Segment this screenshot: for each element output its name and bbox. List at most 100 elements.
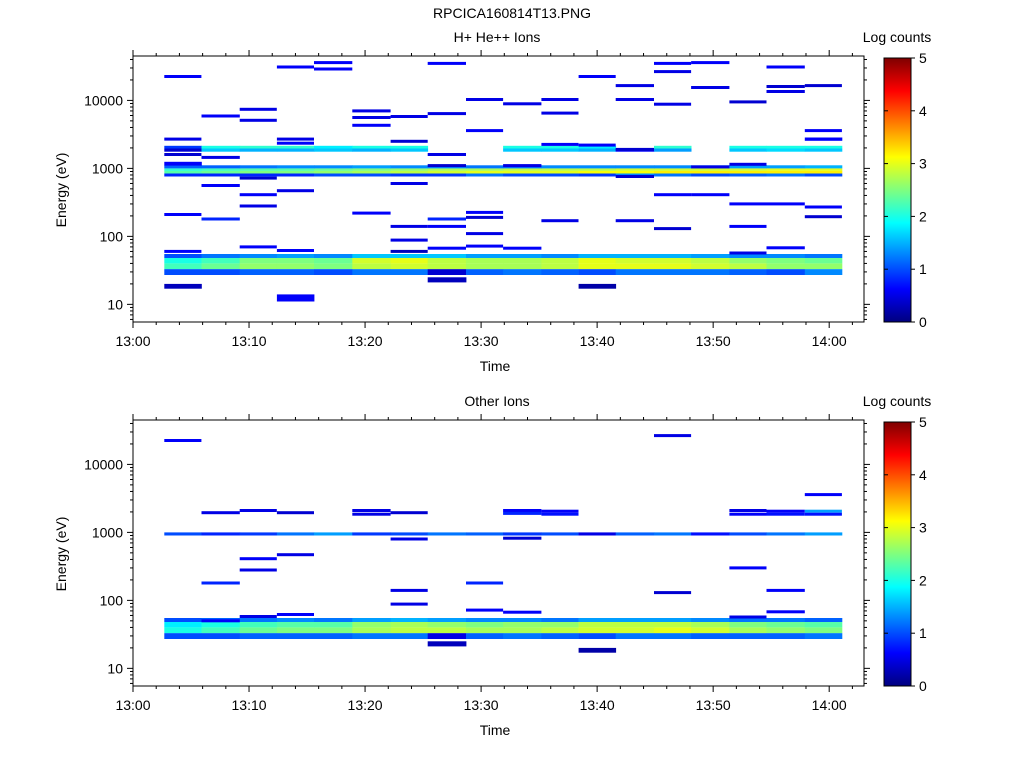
heatmap-cell [239,148,278,152]
heatmap-line [427,112,466,116]
heatmap-line [654,70,692,74]
heatmap-cell [314,627,353,634]
heatmap-line [390,588,428,592]
heatmap-cell [239,170,278,174]
heatmap-cell [578,168,617,171]
heatmap-cell [352,148,391,152]
heatmap-cell [466,254,504,258]
heatmap-cell [654,532,692,536]
y-tick-label: 10000 [84,92,123,108]
heatmap-cell [314,173,353,177]
heatmap-line [578,75,616,78]
y-tick-label: 10000 [84,456,123,472]
y-tick-label: 10 [107,296,123,312]
heatmap-cell [352,618,391,622]
heatmap-cell [766,258,806,264]
heatmap-cell [466,170,504,174]
colorbar-tick-label: 2 [919,572,927,588]
heatmap-line [164,439,202,442]
heatmap-line [804,215,842,219]
heatmap-cell [503,258,542,264]
heatmap-cell [804,170,843,174]
heatmap-cell [466,532,504,536]
heatmap-cell [276,627,315,634]
heatmap-cell [164,148,202,152]
panel-title: H+ He++ Ions [454,29,541,45]
heatmap-line [390,238,428,242]
heatmap-cell [541,627,579,634]
heatmap-line [201,619,240,623]
heatmap-line [427,164,466,168]
heatmap-line [615,147,654,151]
heatmap-cell [578,532,617,536]
heatmap-cell [201,532,241,536]
heatmap-cell [804,627,843,634]
heatmap-line [766,588,805,592]
heatmap-cell [201,165,241,169]
heatmap-line [164,249,202,253]
heatmap-cell [239,165,278,169]
colorbar-tick-label: 5 [919,50,927,66]
heatmap-line [201,511,240,515]
heatmap-cell [578,254,617,258]
heatmap-cell [766,148,806,152]
heatmap-cell [201,168,241,171]
heatmap-cell [804,145,843,149]
heatmap-cell [541,622,579,628]
heatmap-cell [654,618,692,622]
y-axis-label: Energy (eV) [53,517,69,592]
heatmap-line [466,232,504,236]
heatmap-cell [503,269,542,275]
heatmap-cell [766,618,806,622]
heatmap-line [541,142,579,146]
heatmap-cell [578,148,617,152]
heatmap-cell [201,263,241,270]
heatmap-line [729,162,767,166]
heatmap-line [314,61,353,65]
heatmap-cell [239,168,278,171]
heatmap-cell [239,618,278,622]
heatmap-cell [201,148,241,152]
heatmap-cell [804,165,843,169]
heatmap-cell [503,532,542,536]
heatmap-cell [164,269,202,275]
heatmap-cell [541,173,579,177]
heatmap-cell [314,168,353,171]
heatmap-cell [352,145,391,149]
heatmap-cell [390,263,429,270]
heatmap-cell [352,165,391,169]
heatmap-cell [164,627,202,634]
heatmap-cell [654,263,692,270]
heatmap-line [201,581,240,585]
heatmap-line [541,512,579,516]
heatmap-cell [390,173,429,177]
heatmap-cell [164,618,202,622]
colorbar-tick-label: 3 [919,156,927,172]
heatmap-line [541,111,579,115]
heatmap-cell [201,269,241,275]
heatmap-cell [239,254,278,258]
heatmap-cell [578,647,617,653]
heatmap-line [729,615,767,619]
heatmap-cell [729,269,767,275]
heatmap-cell [466,168,504,171]
heatmap-line [466,129,504,133]
heatmap-cell [654,254,692,258]
heatmap-cell [503,173,542,177]
heatmap-cell [164,145,202,149]
heatmap-cell [503,168,542,171]
heatmap-cell [276,170,315,174]
heatmap-line [804,493,842,497]
heatmap-cell [804,168,843,171]
heatmap-cell [239,145,278,149]
heatmap-cell [691,633,730,639]
heatmap-cell [729,532,767,536]
heatmap-cell [390,145,429,149]
heatmap-line [352,123,391,127]
heatmap-cells [164,61,843,302]
heatmap-cell [466,269,504,275]
heatmap-cell [390,165,429,169]
heatmap-cell [352,258,391,264]
colorbar-gradient [883,421,912,687]
heatmap-cell [729,145,767,149]
